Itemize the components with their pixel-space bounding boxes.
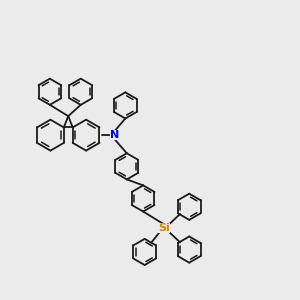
Text: N: N <box>110 130 120 140</box>
Text: Si: Si <box>158 223 170 233</box>
